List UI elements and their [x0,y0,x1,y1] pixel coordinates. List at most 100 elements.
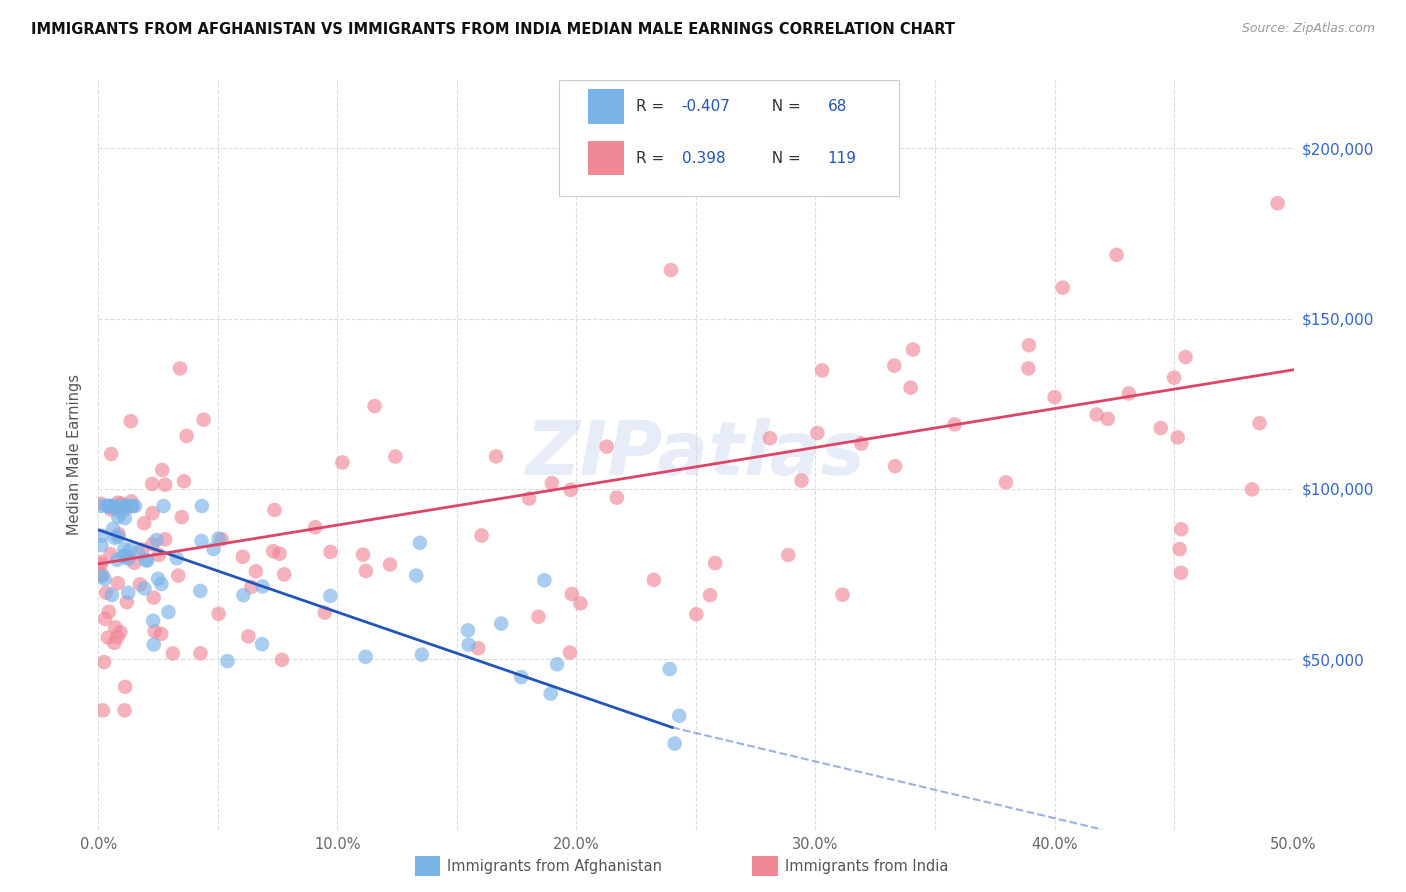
Point [121,499,143,513]
Point [142,638,165,652]
Point [131,542,153,557]
Point [405,568,427,582]
Point [207,607,229,621]
Point [517,491,540,506]
Point [94,612,117,626]
Point [167,568,190,582]
Point [1118,386,1140,401]
Point [188,583,211,598]
Point [112,541,135,556]
Point [124,499,146,513]
Point [1267,196,1289,211]
Point [166,551,188,566]
Point [142,591,165,605]
Point [232,588,254,602]
Point [540,687,562,701]
Point [384,450,406,464]
Point [269,547,291,561]
Point [141,477,163,491]
Point [169,361,191,376]
Point [884,459,907,474]
Text: 119: 119 [828,151,856,166]
Point [606,491,628,505]
Text: ZIPatlas: ZIPatlas [526,418,866,491]
Point [1249,416,1271,430]
Point [1150,421,1173,435]
Point [569,596,592,610]
Point [240,580,263,594]
Point [643,573,665,587]
Point [173,474,195,488]
Point [114,499,136,513]
Point [778,548,800,562]
Point [107,510,129,524]
Point [457,624,479,638]
Point [114,703,136,717]
Point [211,533,233,547]
Point [1168,542,1191,557]
Point [114,511,136,525]
Text: 68: 68 [828,99,846,114]
Point [252,579,274,593]
Point [97,499,120,513]
Point [658,662,681,676]
Point [107,527,129,541]
Point [790,474,813,488]
Text: -0.407: -0.407 [682,99,731,114]
Point [107,496,129,510]
Point [759,431,782,445]
Point [190,533,212,548]
Point [901,343,924,357]
Point [560,483,582,497]
Point [100,547,122,561]
Point [271,653,294,667]
Point [153,477,176,491]
Point [659,263,682,277]
Point [994,475,1017,490]
Point [457,638,479,652]
Point [108,499,131,513]
Point [97,605,120,619]
Text: N =: N = [762,151,806,166]
Point [378,558,401,572]
Point [112,549,135,563]
Point [115,549,138,564]
Point [90,499,112,513]
Point [191,499,214,513]
Point [120,414,142,428]
Point [150,627,173,641]
Text: R =: R = [637,151,675,166]
Point [110,496,132,510]
Point [1170,566,1192,580]
Point [117,586,139,600]
Point [332,455,354,469]
Point [558,646,581,660]
Point [115,499,138,513]
Text: IMMIGRANTS FROM AFGHANISTAN VS IMMIGRANTS FROM INDIA MEDIAN MALE EARNINGS CORREL: IMMIGRANTS FROM AFGHANISTAN VS IMMIGRANT… [31,22,955,37]
Point [533,574,555,588]
Point [146,572,169,586]
Point [110,505,132,519]
Point [319,589,342,603]
Point [467,641,489,656]
Point [319,545,342,559]
Point [105,630,128,644]
Text: 0.398: 0.398 [682,151,725,166]
Point [135,553,157,567]
Point [1043,390,1066,404]
Point [831,588,853,602]
Point [148,548,170,562]
Point [806,425,828,440]
Point [103,636,125,650]
Point [900,381,922,395]
Bar [589,89,624,124]
Point [354,564,377,578]
Point [136,553,159,567]
Point [170,510,193,524]
Point [153,533,176,547]
Point [596,440,619,454]
Point [90,569,112,583]
Bar [589,141,624,176]
Point [98,499,121,513]
Point [811,363,834,377]
